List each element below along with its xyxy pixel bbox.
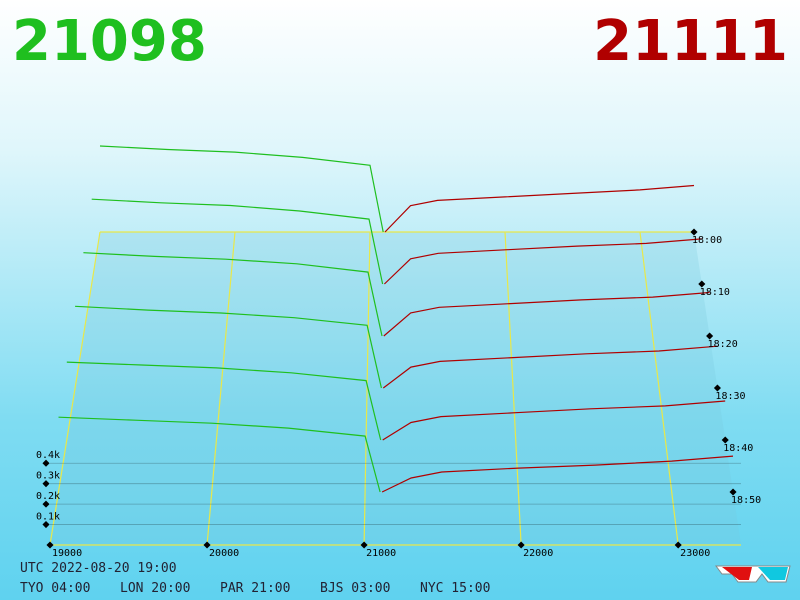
y-tick-label: 0.4k bbox=[36, 450, 60, 461]
ask-depth-line bbox=[381, 455, 734, 493]
x-tick-mark bbox=[203, 541, 211, 549]
y-tick-label: 0.3k bbox=[36, 471, 60, 482]
ask-depth-line bbox=[382, 345, 718, 389]
bid-depth-line bbox=[91, 198, 384, 285]
y-tick-mark bbox=[42, 480, 50, 488]
ask-depth-line bbox=[384, 184, 695, 233]
y-tick-label: 0.2k bbox=[36, 491, 60, 502]
y-tick-label: 0.1k bbox=[36, 512, 60, 523]
ask-depth-line bbox=[382, 400, 726, 441]
grid-line bbox=[504, 231, 522, 546]
x-tick-label: 22000 bbox=[523, 548, 553, 559]
utc-time: UTC 2022-08-20 19:00 bbox=[20, 561, 177, 576]
time-tick-mark bbox=[721, 436, 729, 444]
city-clock: PAR 21:00 bbox=[220, 581, 290, 596]
city-clock: NYC 15:00 bbox=[420, 581, 490, 596]
x-tick-label: 21000 bbox=[366, 548, 396, 559]
bid-depth-line bbox=[75, 305, 382, 389]
best-ask: 21111 bbox=[593, 9, 788, 74]
time-label: 18:00 bbox=[692, 235, 722, 246]
time-tick-mark bbox=[698, 280, 706, 288]
y-tick-mark bbox=[42, 500, 50, 508]
city-clock: LON 20:00 bbox=[120, 581, 190, 596]
x-tick-label: 20000 bbox=[209, 548, 239, 559]
glasses-icon bbox=[715, 565, 791, 583]
x-tick-label: 23000 bbox=[680, 548, 710, 559]
time-tick-mark bbox=[706, 332, 714, 340]
grid-line bbox=[206, 231, 236, 546]
time-label: 18:40 bbox=[723, 443, 753, 454]
best-bid: 21098 bbox=[12, 9, 207, 74]
time-tick-mark bbox=[690, 228, 698, 236]
floor bbox=[50, 232, 741, 545]
time-tick-mark bbox=[729, 488, 737, 496]
ask-depth-line bbox=[383, 238, 702, 285]
x-tick-mark bbox=[674, 541, 682, 549]
ask-depth-line bbox=[383, 291, 710, 337]
city-clock: BJS 03:00 bbox=[320, 581, 390, 596]
grid-line bbox=[363, 231, 371, 546]
time-tick-mark bbox=[713, 384, 721, 392]
time-label: 18:10 bbox=[700, 287, 730, 298]
x-tick-mark bbox=[360, 541, 368, 549]
grid-line bbox=[49, 231, 101, 546]
x-tick-label: 19000 bbox=[52, 548, 82, 559]
bid-depth-line bbox=[99, 145, 384, 233]
y-tick-mark bbox=[42, 521, 50, 529]
bid-depth-line bbox=[58, 416, 381, 493]
x-tick-mark bbox=[517, 541, 525, 549]
bid-depth-line bbox=[66, 361, 382, 441]
time-label: 18:50 bbox=[731, 495, 761, 506]
city-clock: TYO 04:00 bbox=[20, 581, 90, 596]
time-label: 18:30 bbox=[715, 391, 745, 402]
bid-depth-line bbox=[83, 252, 383, 337]
x-tick-mark bbox=[46, 541, 54, 549]
grid-line bbox=[639, 231, 679, 546]
time-label: 18:20 bbox=[708, 339, 738, 350]
y-tick-mark bbox=[42, 459, 50, 467]
